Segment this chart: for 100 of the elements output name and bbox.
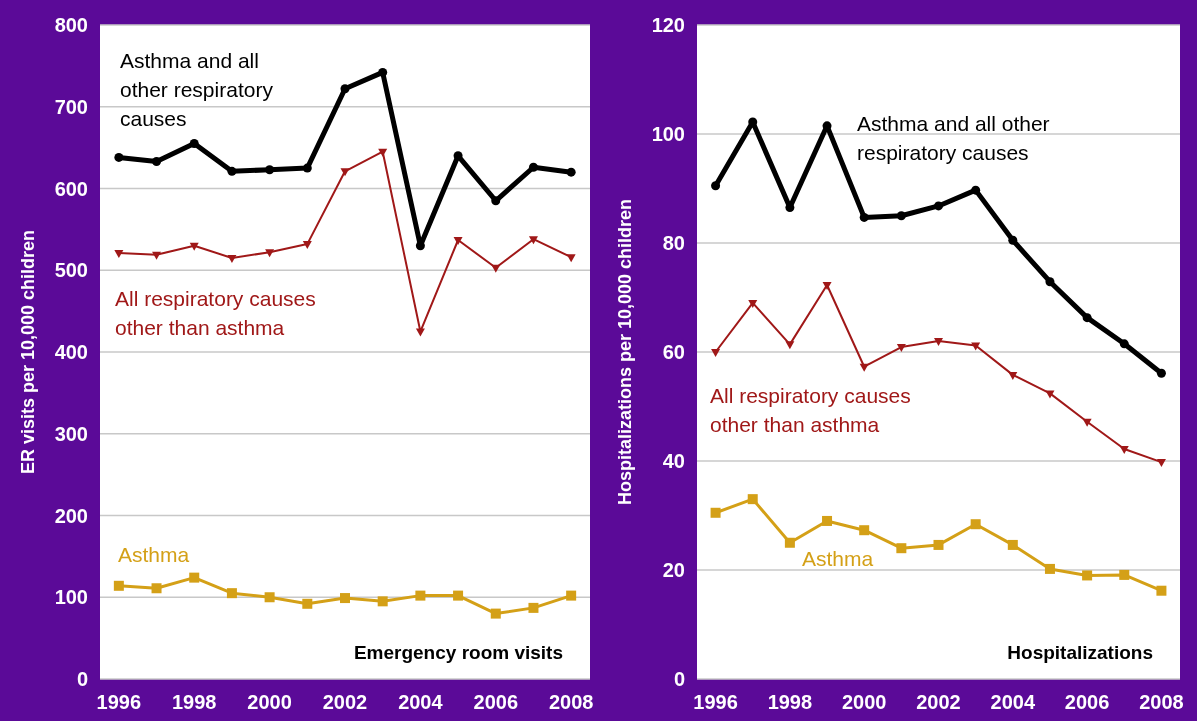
point (152, 157, 162, 167)
point (265, 249, 275, 258)
y-tick-label: 0 (76, 668, 88, 690)
point (227, 254, 237, 263)
y-tick-label: 60 (662, 341, 685, 363)
point (302, 241, 312, 250)
point (189, 242, 199, 251)
y-tick-label: 300 (54, 422, 88, 445)
point (971, 185, 981, 195)
point (1008, 371, 1018, 380)
text: Emergency room visits (353, 642, 563, 663)
point (822, 515, 833, 526)
point (566, 254, 576, 263)
point (859, 525, 870, 536)
point (748, 299, 758, 308)
point (1045, 277, 1055, 287)
point (415, 241, 425, 251)
point (711, 181, 721, 191)
point (453, 590, 464, 601)
x-tick-label: 2004 (398, 691, 444, 713)
point (528, 602, 539, 613)
y-tick-label: 400 (54, 341, 88, 363)
x-tick-label: 2006 (473, 691, 519, 713)
point (114, 250, 124, 259)
point (189, 139, 199, 149)
point (378, 67, 388, 77)
point (302, 163, 312, 173)
series-label: All respiratory causes other than asthma (710, 384, 911, 436)
y-axis-title: ER visits per 10,000 children (18, 229, 38, 475)
y-tick-label: 100 (54, 586, 88, 609)
series-label: Asthma (802, 547, 874, 570)
point (1007, 539, 1018, 550)
point (1082, 313, 1092, 323)
y-tick-label: 200 (54, 504, 88, 527)
point (711, 349, 721, 357)
point (1156, 368, 1166, 378)
x-tick-label: 2008 (1139, 691, 1184, 713)
x-tick-label: 1998 (767, 691, 813, 713)
point (302, 598, 313, 609)
x-tick-label: 2002 (916, 691, 961, 713)
y-axis-title: Hospitalizations per 10,000 children (615, 198, 635, 506)
point (896, 344, 906, 353)
point (859, 363, 869, 372)
point (528, 162, 538, 172)
point (970, 519, 981, 530)
point (747, 494, 758, 505)
point (896, 211, 906, 221)
y-tick-label: 600 (54, 177, 88, 200)
y-tick-label: 100 (651, 123, 685, 145)
y-tick-label: 700 (54, 95, 88, 118)
point (114, 152, 124, 162)
y-tick-label: 800 (54, 14, 88, 36)
x-tick-label: 1996 (96, 691, 142, 713)
x-tick-label: 2006 (1064, 691, 1110, 713)
point (896, 543, 907, 554)
point (933, 539, 944, 550)
point (1119, 339, 1129, 349)
point (1045, 390, 1055, 399)
point (415, 590, 426, 601)
point (377, 596, 388, 607)
point (1119, 446, 1129, 455)
text: Hospitalizations (1007, 642, 1153, 663)
point (340, 84, 350, 94)
point (113, 580, 124, 591)
series-label: All respiratory causes other than asthma (115, 287, 316, 339)
point (528, 236, 538, 245)
point (1156, 585, 1167, 596)
point (340, 168, 350, 177)
point (340, 593, 350, 604)
point (1082, 570, 1093, 581)
y-tick-label: 80 (662, 232, 685, 254)
point (1156, 459, 1166, 468)
point (710, 507, 721, 518)
point (784, 537, 795, 548)
x-tick-label: 2000 (247, 691, 292, 713)
y-tick-label: 500 (54, 259, 88, 282)
point (566, 590, 577, 601)
series-label: Asthma and all other respiratory causes (857, 112, 1050, 164)
series-label: Asthma and all other respiratory causes (120, 49, 274, 130)
point (491, 264, 501, 273)
point (490, 608, 501, 619)
point (1119, 569, 1130, 580)
y-tick-label: 20 (662, 559, 685, 581)
point (1044, 563, 1055, 574)
point (566, 167, 576, 177)
point (934, 338, 943, 347)
x-tick-label: 1998 (171, 691, 217, 713)
point (491, 196, 501, 206)
x-tick-label: 2000 (841, 691, 887, 713)
point (265, 165, 275, 175)
x-tick-label: 2004 (990, 691, 1036, 713)
point (934, 201, 943, 211)
point (151, 583, 162, 594)
point (227, 166, 237, 176)
point (152, 251, 162, 260)
point (264, 592, 275, 603)
point (378, 148, 388, 157)
point (1082, 418, 1092, 427)
y-tick-label: 0 (673, 668, 685, 690)
point (453, 237, 463, 245)
